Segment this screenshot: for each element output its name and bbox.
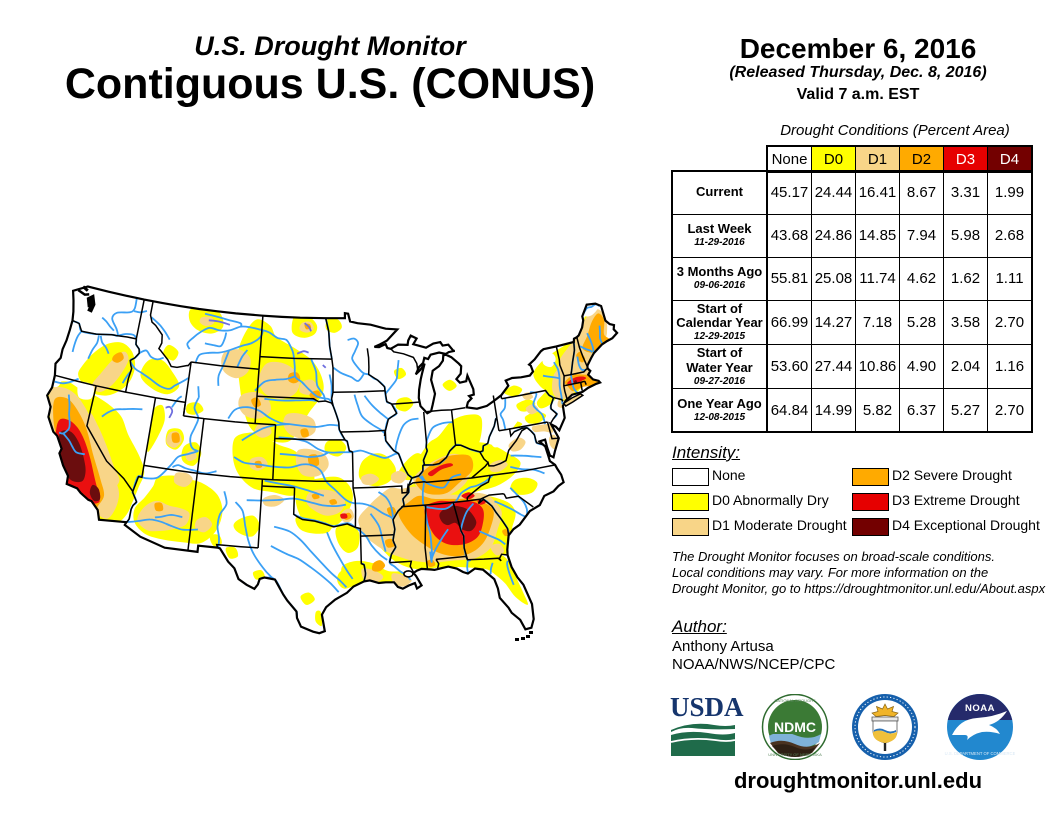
svg-text:NATIONAL DROUGHT: NATIONAL DROUGHT xyxy=(775,698,816,703)
svg-text:UNIVERSITY OF NEBRASKA: UNIVERSITY OF NEBRASKA xyxy=(768,752,822,757)
svg-text:NOAA: NOAA xyxy=(965,703,995,714)
svg-text:U.S. DEPARTMENT OF COMMERCE: U.S. DEPARTMENT OF COMMERCE xyxy=(945,751,1015,756)
svg-text:USDA: USDA xyxy=(670,694,744,722)
svg-text:NDMC: NDMC xyxy=(774,719,816,735)
